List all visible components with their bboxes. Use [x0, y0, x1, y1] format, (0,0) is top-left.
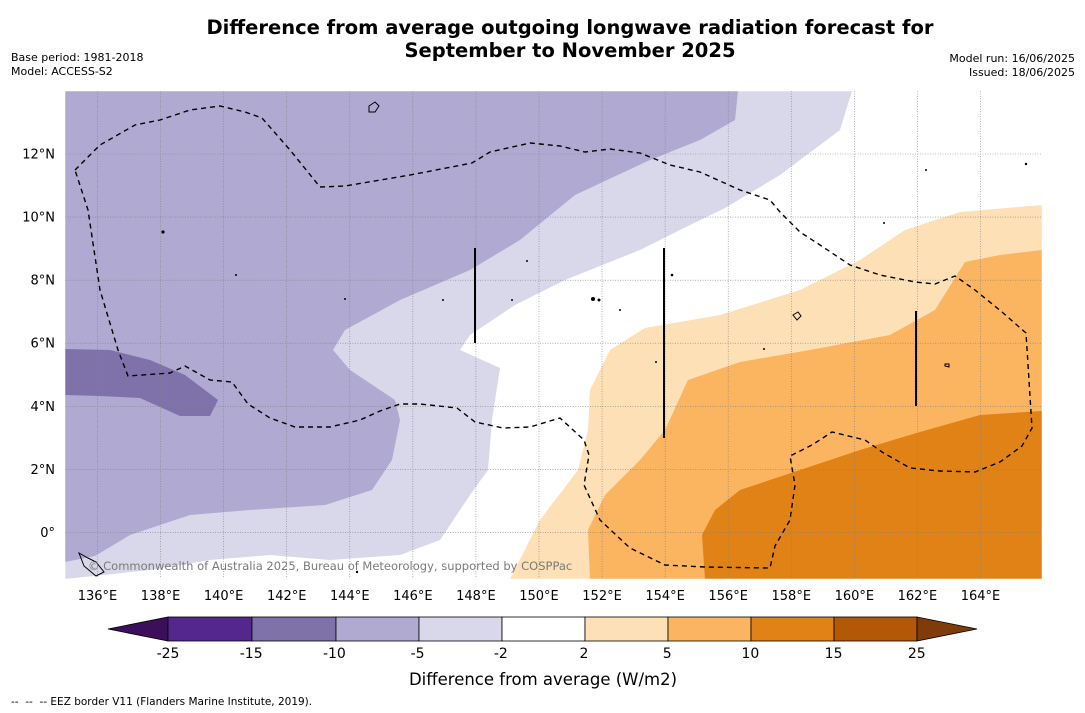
base-period-text: Base period: 1981-2018 — [11, 51, 144, 64]
map-frame — [64, 90, 1043, 580]
colorbar-tick-label: -2 — [494, 646, 508, 662]
longitude-label: 164°E — [961, 589, 1001, 604]
island-dot — [442, 299, 444, 301]
longitude-label: 146°E — [393, 589, 433, 604]
island-dot — [763, 348, 765, 350]
eez-border-west — [74, 105, 1033, 569]
longitude-label: 152°E — [582, 589, 622, 604]
map-title: Difference from average outgoing longwav… — [170, 16, 970, 62]
longitude-label: 142°E — [267, 589, 307, 604]
island-dot — [655, 361, 657, 363]
colorbar-segment — [418, 616, 503, 642]
colorbar-tick-label: 2 — [580, 646, 589, 662]
model-text: Model: ACCESS-S2 — [11, 65, 113, 78]
latitude-label: 6°N — [31, 337, 56, 352]
island-outline — [368, 101, 380, 113]
longitude-label: 158°E — [772, 589, 812, 604]
transect-lines — [474, 248, 917, 438]
island-outline — [792, 311, 802, 321]
colorbar-tick-label: 10 — [741, 646, 759, 662]
longitude-label: 150°E — [519, 589, 559, 604]
colorbar-tick-label: -15 — [240, 646, 263, 662]
colorbar-tick-label: -10 — [323, 646, 346, 662]
colorbar-tick-label: 5 — [663, 646, 672, 662]
island-dot — [925, 169, 927, 171]
longitude-label: 160°E — [835, 589, 875, 604]
colorbar-segment — [750, 616, 835, 642]
island-dot — [355, 570, 359, 574]
latitude-labels: 12°N 10°N 8°N 6°N 4°N 2°N 0° — [22, 148, 55, 541]
eez-borders — [74, 105, 1033, 569]
colorbar-segment — [833, 616, 918, 642]
longitude-label: 136°E — [78, 589, 118, 604]
anomaly-region-light-purple — [65, 91, 738, 562]
colorbar-segment — [667, 616, 752, 642]
colorbar: -25 -15 -10 -5 -2 2 5 10 15 25 Difference from av… — [107, 616, 978, 689]
issued-text: Issued: 18/06/2025 — [968, 66, 1075, 79]
island-dots — [161, 162, 1028, 574]
colorbar-segment — [251, 616, 337, 642]
latitude-label: 0° — [40, 526, 55, 541]
island-outline — [944, 363, 950, 368]
islands — [78, 101, 950, 577]
graticule — [65, 91, 1042, 579]
anomaly-region-dark-orange — [702, 411, 1042, 579]
island-dot — [526, 260, 528, 262]
island-dot — [161, 230, 165, 234]
longitude-labels: 136°E 138°E 140°E 142°E 144°E 146°E 148°E 150°E… — [78, 589, 1001, 604]
latitude-label: 12°N — [22, 148, 55, 163]
latitude-label: 4°N — [31, 400, 56, 415]
copyright-credit: © Commonwealth of Australia 2025, Bureau… — [88, 559, 572, 573]
colorbar-segment — [335, 616, 420, 642]
colorbar-segment — [584, 616, 669, 642]
latitude-label: 8°N — [31, 274, 56, 289]
anomaly-region-medium-purple — [65, 349, 218, 416]
island-dot — [597, 298, 601, 302]
eez-footnote: -- -- -- EEZ border V11 (Flanders Marine… — [11, 696, 313, 708]
longitude-label: 144°E — [330, 589, 370, 604]
island-dot — [619, 309, 621, 311]
map-title-line2: September to November 2025 — [404, 39, 736, 62]
island-dot — [344, 298, 346, 300]
colorbar-tick-label: 15 — [825, 646, 843, 662]
colorbar-tick-label: -25 — [157, 646, 180, 662]
meta-right: Model run: 16/06/2025 Issued: 18/06/2025 — [949, 52, 1075, 80]
longitude-label: 148°E — [456, 589, 496, 604]
colorbar-labels: -25 -15 -10 -5 -2 2 5 10 15 25 — [157, 646, 926, 662]
longitude-label: 154°E — [645, 589, 685, 604]
longitude-label: 162°E — [898, 589, 938, 604]
colorbar-tick-label: -5 — [411, 646, 425, 662]
island-dot — [883, 222, 885, 224]
island-dot — [511, 299, 513, 301]
map-plot-area: © Commonwealth of Australia 2025, Bureau… — [65, 91, 1042, 579]
colorbar-title: Difference from average (W/m2) — [409, 670, 677, 689]
island-dot — [670, 273, 674, 277]
colorbar-extend-low — [107, 616, 169, 642]
colorbar-tick-label: 25 — [908, 646, 926, 662]
island-dot — [591, 297, 595, 301]
colorbar-extend-high — [916, 616, 978, 642]
colorbar-segment — [167, 616, 253, 642]
longitude-label: 156°E — [708, 589, 748, 604]
latitude-label: 10°N — [22, 211, 55, 226]
longitude-label: 140°E — [204, 589, 244, 604]
island-dot — [235, 274, 237, 276]
island-outline — [78, 551, 105, 577]
map-title-line1: Difference from average outgoing longwav… — [206, 16, 934, 39]
latitude-label: 2°N — [31, 463, 56, 478]
model-run-text: Model run: 16/06/2025 — [949, 52, 1075, 65]
island-dot — [1024, 162, 1028, 166]
meta-left: Base period: 1981-2018 Model: ACCESS-S2 — [11, 51, 143, 79]
colorbar-segment — [501, 616, 586, 642]
longitude-label: 138°E — [141, 589, 181, 604]
